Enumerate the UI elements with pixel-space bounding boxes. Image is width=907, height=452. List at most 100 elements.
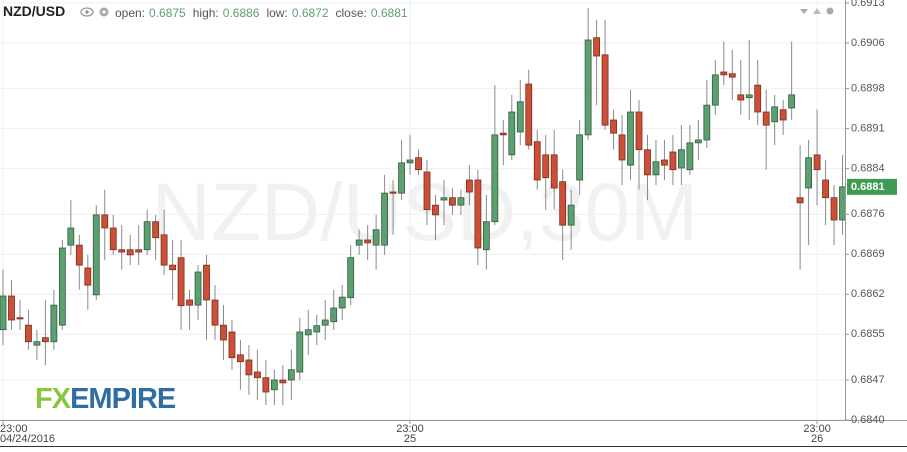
candle-body [279, 379, 287, 384]
candle-body [805, 157, 812, 189]
candle-body [67, 227, 75, 246]
y-tick-label: 0.6847 [851, 374, 885, 386]
toolbar-icons[interactable] [800, 7, 834, 15]
x-tick-label: 23:00 [803, 423, 831, 435]
candle-body [593, 37, 600, 57]
candle-body [491, 134, 499, 223]
candle-body [635, 111, 643, 151]
candle-body [270, 379, 278, 391]
candle-body [796, 197, 804, 204]
candle-body [610, 119, 617, 134]
candle-body [516, 101, 524, 133]
candle-body [618, 134, 626, 161]
candle-body [584, 39, 592, 136]
legend-value: 0.6872 [292, 6, 329, 20]
candle-body [33, 341, 41, 346]
y-axis: 0.6913 0.6906 0.6898 0.6891 0.6884 0.6876 0.68… [845, 0, 897, 426]
x-date-label: 25 [404, 433, 416, 445]
logo-text: FXEMPIRE [35, 383, 176, 415]
chart-title: NZD/USD [3, 3, 65, 19]
logo-suffix: EMPIRE [70, 383, 176, 415]
candle-body [143, 221, 151, 251]
candle-body [694, 139, 702, 144]
candle-body [406, 159, 414, 164]
candle-body [50, 304, 58, 343]
candle-body [533, 141, 541, 181]
candle-body [355, 239, 363, 246]
candle-body [771, 106, 779, 123]
candle-body [347, 257, 355, 299]
candle-body [788, 94, 796, 109]
candle-body [194, 271, 202, 306]
candle-body [135, 249, 143, 253]
candle-body [703, 104, 711, 141]
candle-body [508, 111, 516, 156]
candle-body [601, 54, 609, 126]
candle-body [499, 132, 507, 136]
candle-body [296, 331, 304, 373]
candle-body [160, 234, 168, 266]
candle-body [304, 329, 312, 336]
candle-body [321, 319, 329, 326]
y-tick-label: 0.6855 [851, 328, 885, 340]
y-tick-label: 0.6884 [851, 162, 885, 174]
candle-body [525, 83, 533, 146]
legend-value: 0.6886 [223, 6, 260, 20]
candle-body [16, 317, 24, 320]
legend-label: high: [193, 6, 219, 20]
settings-icon[interactable] [99, 7, 109, 17]
y-tick-label: 0.6891 [851, 122, 885, 134]
candle-body [313, 325, 321, 333]
candle-body [762, 111, 770, 126]
candle-body [728, 73, 736, 78]
candle-body [711, 74, 719, 106]
candle-body [84, 267, 92, 286]
candle-body [364, 239, 372, 244]
candle-body [830, 197, 838, 221]
x-tick-label: 23:00 [0, 423, 28, 435]
candle-body [669, 151, 677, 171]
candle-body [42, 337, 49, 343]
candle-body [576, 134, 584, 181]
candle-body [381, 192, 389, 246]
candles [0, 8, 846, 406]
candle-body [745, 94, 753, 99]
candle-body [839, 186, 846, 221]
legend-value: 0.6875 [149, 6, 186, 20]
candle-body [389, 191, 397, 194]
ohlc-legend: open: 0.6875 high: 0.6886 low: 0.6872 close: 0.… [115, 6, 408, 20]
candle-body [559, 181, 567, 226]
candle-body [661, 159, 668, 166]
y-tick-label: 0.6840 [851, 414, 885, 426]
candle-body [644, 149, 651, 176]
candle-body [0, 295, 7, 331]
candle-body [415, 157, 422, 171]
candle-body [228, 331, 236, 359]
candle-body [177, 257, 185, 307]
candle-body [101, 214, 109, 229]
candle-body [550, 154, 558, 189]
candle-body [440, 197, 448, 201]
candle-body [822, 179, 829, 199]
x-tick-label: 23:00 [396, 423, 424, 435]
candle-body [754, 84, 762, 113]
candle-body [118, 249, 126, 253]
candle-body [457, 197, 465, 206]
last-price-tag [847, 178, 897, 195]
eye-icon[interactable] [80, 7, 94, 17]
candle-body [449, 197, 456, 206]
candle-body [474, 179, 482, 249]
candle-body [169, 264, 177, 271]
x-date-label: 26 [811, 433, 823, 445]
candle-body [186, 299, 193, 306]
candle-body [423, 171, 431, 211]
candle-body [720, 71, 728, 76]
y-tick-label: 0.6906 [851, 37, 885, 49]
candle-body [813, 154, 821, 171]
legend-label: close: [336, 6, 367, 20]
candle-body [237, 354, 244, 363]
candle-body [220, 324, 227, 341]
candle-body [211, 299, 219, 326]
